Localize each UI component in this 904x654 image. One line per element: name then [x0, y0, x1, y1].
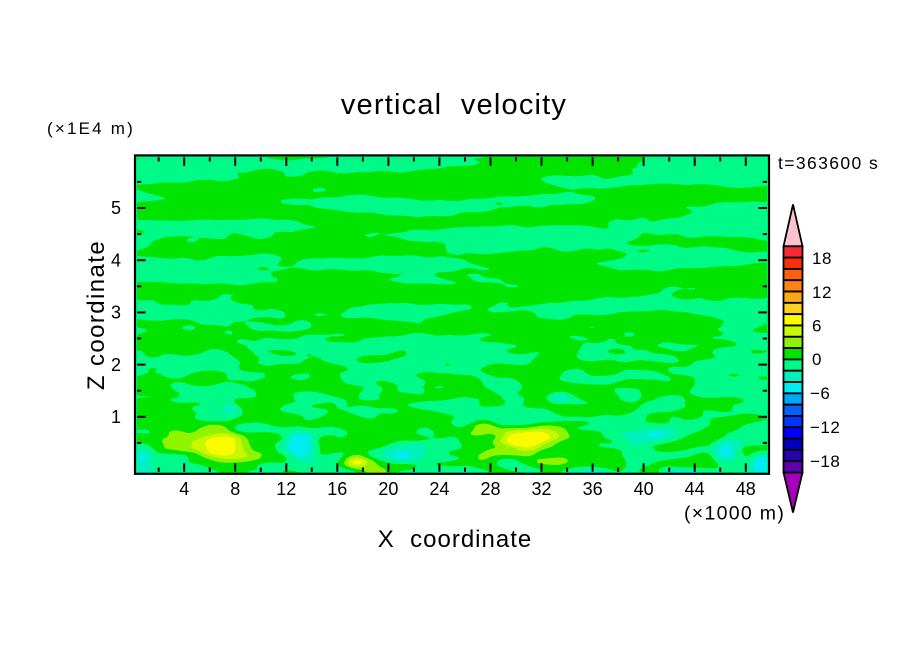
svg-text:−12: −12 — [810, 418, 840, 437]
svg-text:Z coordinate: Z coordinate — [83, 240, 110, 390]
svg-text:40: 40 — [634, 479, 654, 499]
svg-text:−18: −18 — [810, 452, 840, 471]
svg-text:48: 48 — [736, 479, 756, 499]
svg-text:4: 4 — [111, 250, 121, 270]
svg-text:16: 16 — [327, 479, 347, 499]
svg-text:4: 4 — [179, 479, 189, 499]
svg-text:(×1000 m): (×1000 m) — [684, 503, 785, 525]
svg-text:1: 1 — [111, 407, 121, 427]
svg-text:vertical velocity: vertical velocity — [341, 89, 567, 121]
svg-text:18: 18 — [812, 249, 832, 268]
svg-text:2: 2 — [111, 355, 121, 375]
svg-text:44: 44 — [685, 479, 705, 499]
svg-text:X coordinate: X coordinate — [378, 526, 532, 553]
svg-text:−6: −6 — [810, 384, 830, 403]
svg-text:3: 3 — [111, 303, 121, 323]
svg-text:0: 0 — [812, 350, 822, 369]
svg-text:8: 8 — [230, 479, 240, 499]
svg-text:36: 36 — [583, 479, 603, 499]
svg-text:24: 24 — [429, 479, 449, 499]
svg-text:6: 6 — [812, 317, 822, 336]
svg-text:28: 28 — [480, 479, 500, 499]
svg-text:(×1E4 m): (×1E4 m) — [47, 119, 135, 138]
svg-text:t=363600 s: t=363600 s — [778, 153, 879, 173]
svg-text:5: 5 — [111, 198, 121, 218]
svg-text:12: 12 — [276, 479, 296, 499]
svg-text:32: 32 — [531, 479, 551, 499]
svg-text:20: 20 — [378, 479, 398, 499]
svg-text:12: 12 — [812, 283, 832, 302]
